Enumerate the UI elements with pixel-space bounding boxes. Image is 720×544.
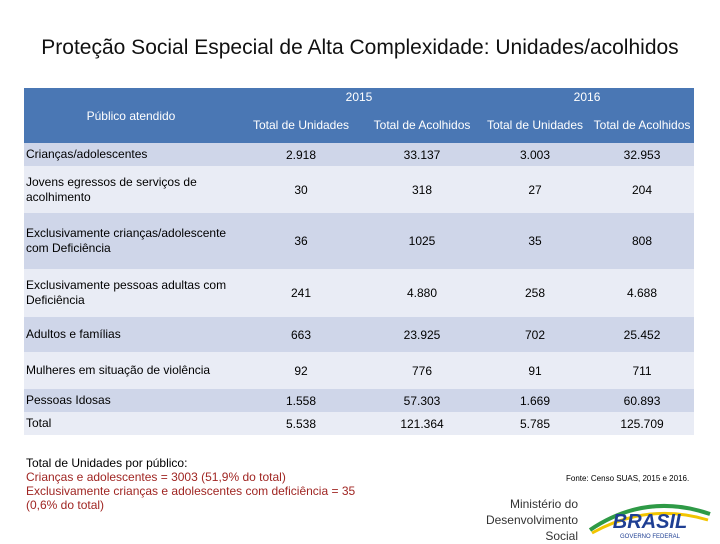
cell-value: 60.893 — [590, 389, 695, 412]
cell-value: 776 — [364, 352, 481, 389]
cell-value: 5.538 — [238, 412, 364, 435]
table-row: Pessoas Idosas 1.558 57.303 1.669 60.893 — [24, 389, 695, 412]
header-row-years: Público atendido 2015 2016 — [24, 88, 695, 143]
cell-value: 1025 — [364, 213, 481, 269]
cell-value: 36 — [238, 213, 364, 269]
table-row: Crianças/adolescentes 2.918 33.137 3.003… — [24, 143, 695, 166]
ministry-line: Desenvolvimento — [485, 513, 578, 527]
header-acolhidos-2016: Total de Acolhidos — [590, 106, 695, 143]
cell-value: 702 — [480, 317, 591, 352]
cell-value: 711 — [590, 352, 695, 389]
footnote-heading: Total de Unidades por público: — [26, 456, 188, 470]
cell-value: 121.364 — [364, 412, 481, 435]
header-publico: Público atendido — [24, 88, 238, 143]
cell-value: 30 — [238, 166, 364, 213]
cell-value: 1.558 — [238, 389, 364, 412]
logo-swoosh-yellow — [591, 511, 709, 535]
cell-value: 91 — [480, 352, 591, 389]
cell-value: 204 — [590, 166, 695, 213]
footnote-line: (0,6% do total) — [26, 498, 105, 512]
footnote-line: Exclusivamente crianças e adolescentes c… — [26, 484, 356, 498]
ministry-line: Ministério do — [509, 497, 578, 511]
ministry-name: Ministério do Desenvolvimento Social — [458, 496, 578, 544]
header-units-2016: Total de Unidades — [480, 106, 591, 143]
cell-value: 33.137 — [364, 143, 481, 166]
header-year-2015: 2015 — [238, 88, 481, 106]
logo-text: BRASIL — [613, 511, 687, 533]
cell-value: 92 — [238, 352, 364, 389]
cell-value: 808 — [590, 213, 695, 269]
header-acolhidos-2015: Total de Acolhidos — [364, 106, 481, 143]
cell-value: 125.709 — [590, 412, 695, 435]
header-row-subcols: Total de Unidades Total de Acolhidos Tot… — [24, 106, 695, 143]
row-label: Jovens egressos de serviços de acolhimen… — [24, 166, 238, 213]
cell-value: 27 — [480, 166, 591, 213]
row-label: Crianças/adolescentes — [24, 143, 238, 166]
cell-value: 663 — [238, 317, 364, 352]
table-row: Mulheres em situação de violência 92 776… — [24, 352, 695, 389]
cell-value: 4.880 — [364, 269, 481, 317]
table-row: Exclusivamente pessoas adultas com Defic… — [24, 269, 695, 317]
cell-value: 258 — [480, 269, 591, 317]
footnote: Total de Unidades por público: Crianças … — [26, 456, 355, 512]
cell-value: 25.452 — [590, 317, 695, 352]
row-label: Exclusivamente pessoas adultas com Defic… — [24, 269, 238, 317]
cell-value: 3.003 — [480, 143, 591, 166]
table-row-total: Total 5.538 121.364 5.785 125.709 — [24, 412, 695, 435]
row-label: Mulheres em situação de violência — [24, 352, 238, 389]
row-label: Pessoas Idosas — [24, 389, 238, 412]
footnote-line: Crianças e adolescentes = 3003 (51,9% do… — [26, 470, 286, 484]
cell-value: 5.785 — [480, 412, 591, 435]
cell-value: 57.303 — [364, 389, 481, 412]
cell-value: 23.925 — [364, 317, 481, 352]
row-label: Adultos e famílias — [24, 317, 238, 352]
header-year-2016: 2016 — [480, 88, 695, 106]
cell-value: 4.688 — [590, 269, 695, 317]
cell-value: 318 — [364, 166, 481, 213]
cell-value: 32.953 — [590, 143, 695, 166]
cell-value: 2.918 — [238, 143, 364, 166]
table-row: Exclusivamente crianças/adolescente com … — [24, 213, 695, 269]
row-label: Total — [24, 412, 238, 435]
table-row: Jovens egressos de serviços de acolhimen… — [24, 166, 695, 213]
ministry-line: Social — [545, 529, 578, 543]
data-table: Público atendido 2015 2016 Total de Unid… — [24, 88, 695, 435]
cell-value: 241 — [238, 269, 364, 317]
page-title: Proteção Social Especial de Alta Complex… — [41, 36, 679, 59]
row-label: Exclusivamente crianças/adolescente com … — [24, 213, 238, 269]
source-note: Fonte: Censo SUAS, 2015 e 2016. — [566, 474, 690, 483]
cell-value: 1.669 — [480, 389, 591, 412]
header-units-2015: Total de Unidades — [238, 106, 364, 143]
logo-swoosh-green — [588, 504, 711, 532]
cell-value: 35 — [480, 213, 591, 269]
brasil-logo: BRASIL GOVERNO FEDERAL — [588, 504, 711, 540]
logo-tagline: GOVERNO FEDERAL — [620, 534, 681, 540]
table-row: Adultos e famílias 663 23.925 702 25.452 — [24, 317, 695, 352]
